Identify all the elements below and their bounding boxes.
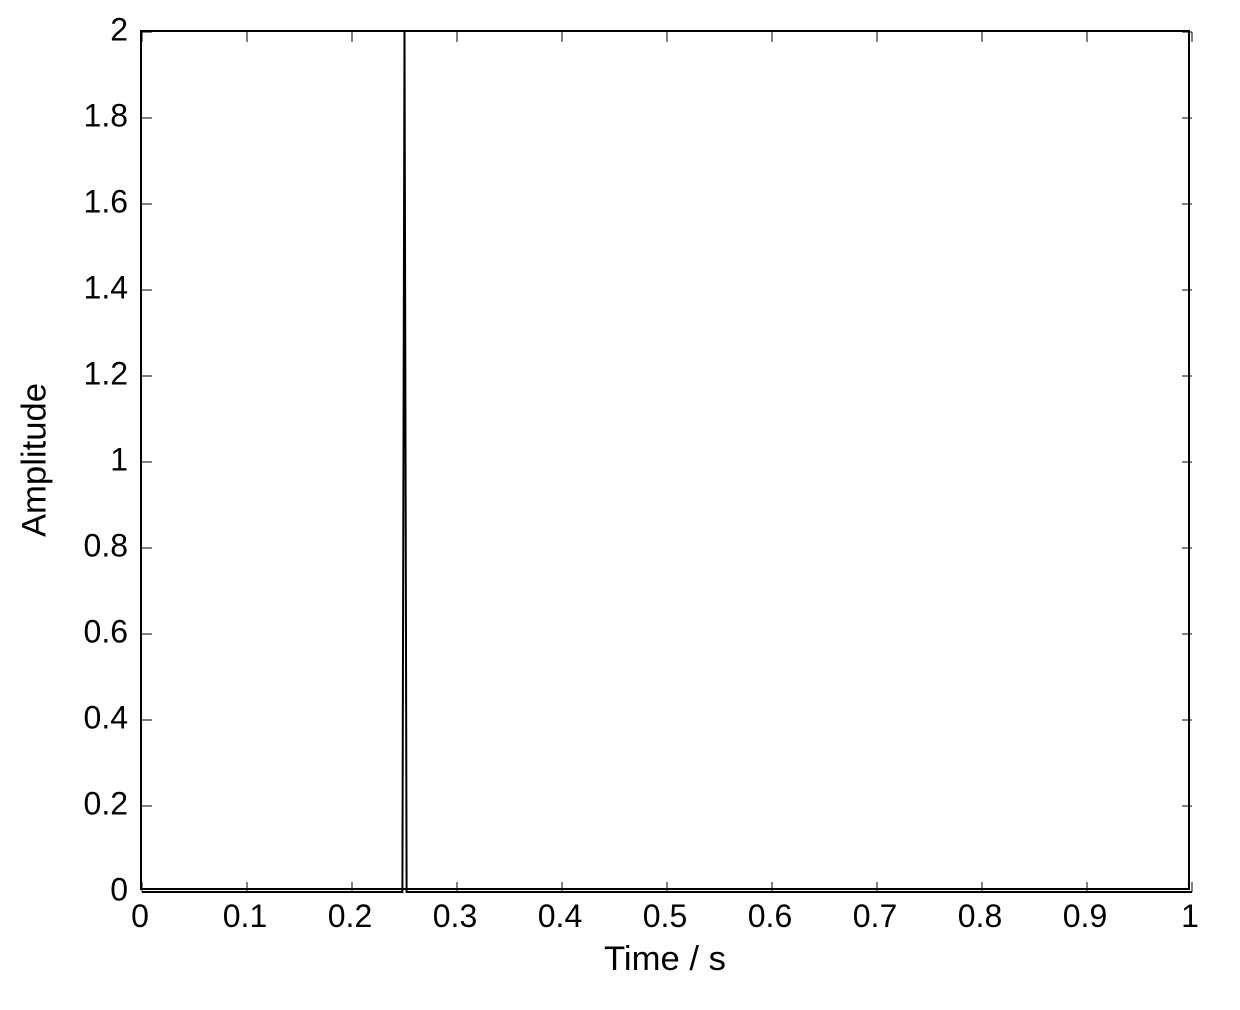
y-tick-label: 2: [110, 12, 128, 49]
x-tick-label: 0.4: [538, 898, 582, 935]
x-tick-label: 0.3: [433, 898, 477, 935]
x-tick-label: 0.2: [328, 898, 372, 935]
y-tick-label: 1.8: [84, 98, 128, 135]
plot-svg: [142, 32, 1192, 892]
y-tick-label: 1.2: [84, 356, 128, 393]
y-axis-label: Amplitude: [16, 383, 55, 537]
x-tick-label: 0.5: [643, 898, 687, 935]
y-tick-label: 1: [110, 442, 128, 479]
x-tick-label: 0.8: [958, 898, 1002, 935]
y-tick-label: 1.4: [84, 270, 128, 307]
x-tick-label: 1: [1181, 898, 1199, 935]
plot-area: [140, 30, 1190, 890]
y-tick-label: 0.6: [84, 614, 128, 651]
x-tick-label: 0.6: [748, 898, 792, 935]
series-impulse: [142, 32, 1192, 892]
figure: Time / s Amplitude 0 0.1 0.2 0.3 0.4 0.5 0.6 0.…: [0, 0, 1240, 1010]
y-tick-label: 0.8: [84, 528, 128, 565]
x-axis-label: Time / s: [604, 940, 726, 979]
x-tick-label: 0.7: [853, 898, 897, 935]
y-tick-label: 1.6: [84, 184, 128, 221]
y-tick-label: 0.2: [84, 786, 128, 823]
x-tick-label: 0.1: [223, 898, 267, 935]
x-tick-label: 0.9: [1063, 898, 1107, 935]
y-tick-label: 0.4: [84, 700, 128, 737]
y-tick-label: 0: [110, 872, 128, 909]
x-tick-label: 0: [131, 898, 149, 935]
